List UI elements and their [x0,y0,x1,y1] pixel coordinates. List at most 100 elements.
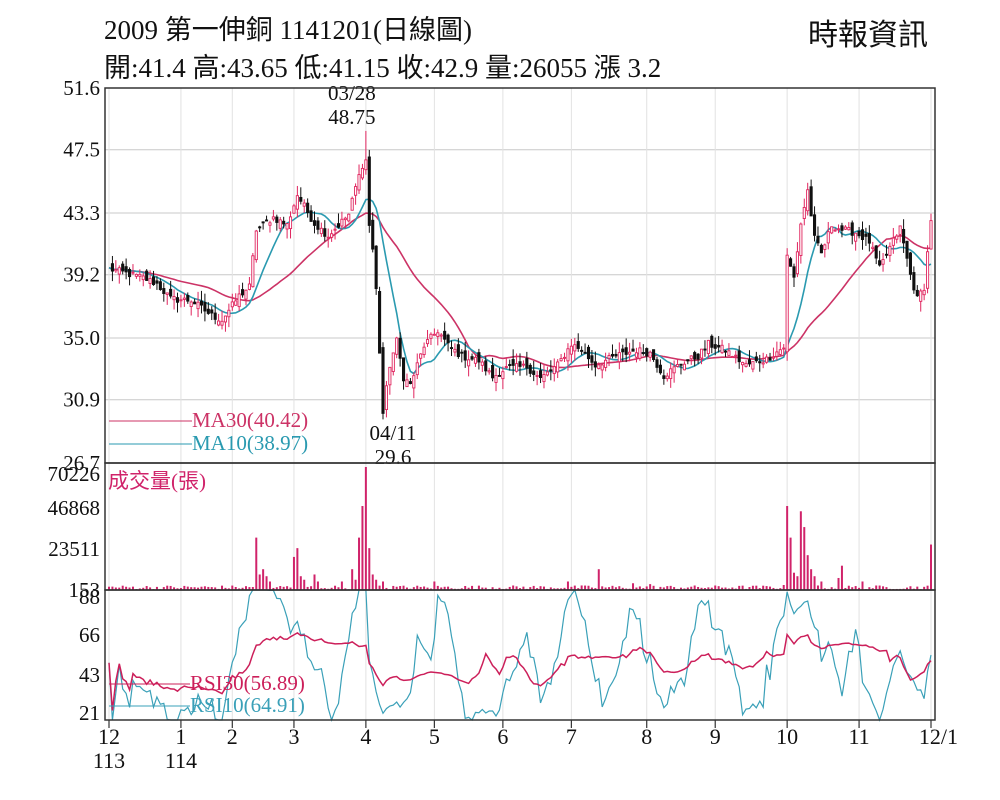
volume-bar [265,576,268,590]
candle-body [864,233,868,237]
candle-body [713,344,717,349]
volume-bar [399,586,402,590]
candle-body [432,333,436,336]
candle-body [460,351,464,354]
candle-body [621,348,625,353]
volume-bar [145,586,148,590]
volume-bar [142,587,145,590]
candle-body [254,230,258,261]
volume-bar [224,587,227,590]
volume-bar [594,588,597,590]
volume-bar [251,587,254,590]
volume-bar [782,585,785,590]
volume-bar [179,587,182,590]
rsi-tick-label: 66 [79,623,100,647]
volume-bar [618,586,621,590]
volume-bar [385,587,388,590]
volume-bar [508,586,511,590]
candle-body [470,356,474,360]
price-tick-label: 39.2 [63,263,100,287]
x-tick-label: 3 [288,724,299,749]
volume-bar [693,585,696,590]
volume-bar [166,585,169,590]
volume-bar [405,587,408,590]
volume-bar [683,588,686,590]
candle-body [210,309,214,314]
candle-body [302,202,306,207]
candle-body [169,288,173,297]
candle-body [398,337,402,359]
volume-bar [539,586,542,590]
candle-body [703,348,707,351]
candle-body [299,196,303,202]
candle-body [234,300,238,306]
volume-bar [193,587,196,590]
candle-body [357,174,361,191]
volume-bar [238,588,241,590]
x-tick-sublabel: 114 [165,748,197,773]
candle-body [480,361,484,366]
volume-bar [272,587,275,590]
panel-frame [104,589,936,721]
candle-body [652,349,656,360]
volume-bar [854,586,857,590]
volume-bar [491,587,494,590]
volume-bar [875,585,878,590]
candle-body [717,344,721,348]
candle-body [562,356,567,359]
volume-bar [577,588,580,590]
volume-bar [666,586,669,590]
candle-body [258,226,262,229]
candle-body [754,356,758,362]
volume-bar [580,585,583,590]
volume-bar [330,587,333,590]
volume-bar [813,576,816,590]
candle-body [689,355,693,360]
volume-bar [248,587,251,590]
volume-bar [354,579,357,590]
candle-body [453,348,457,353]
volume-bar [662,587,665,590]
volume-bar [467,587,470,590]
volume-bar [121,585,124,590]
x-tick-label: 9 [710,724,721,749]
candle-body [662,375,666,379]
candle-body [463,350,467,361]
candle-body [319,227,323,235]
volume-bar [608,587,611,590]
candle-body [501,371,505,380]
candle-body [874,245,878,259]
candle-body [347,213,351,222]
volume-bar [748,587,751,590]
candle-body [809,186,813,217]
volume-bar [765,586,768,590]
volume-tick-label: 46868 [48,496,101,520]
candle-body [114,269,118,272]
candle-body [830,226,834,234]
volume-bar [299,576,302,590]
candle-body [436,332,440,337]
volume-bar [203,586,206,590]
candle-body [823,244,827,250]
volume-bar [190,587,193,590]
candle-body [292,205,296,214]
candle-body [405,379,409,388]
volume-bar [128,587,131,590]
candle-body [583,351,587,354]
candle-body [456,344,460,358]
volume-bar [337,587,340,590]
candle-body [840,225,844,231]
volume-bar [840,565,843,590]
price-tick-label: 26.7 [63,451,100,475]
volume-bar [200,586,203,590]
volume-bar [710,587,713,590]
candle-body [323,228,327,237]
volume-bar [423,586,426,590]
candle-body [542,374,546,383]
volume-bar [673,587,676,590]
volume-bar [169,585,172,590]
candle-body [491,365,495,379]
volume-bar [861,581,864,590]
volume-bar [786,506,789,590]
volume-bar [183,585,186,590]
